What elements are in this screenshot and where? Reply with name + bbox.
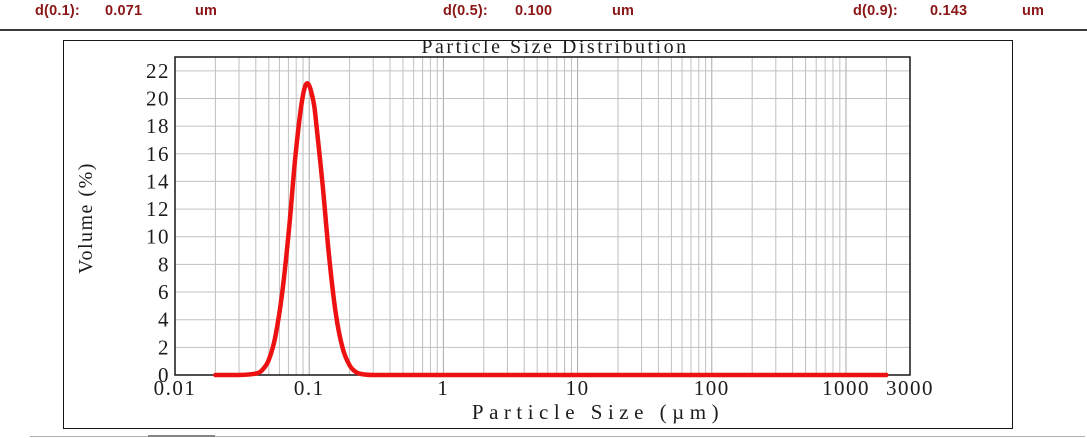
y-tick-label: 18	[146, 114, 170, 138]
d90-value: 0.143	[930, 3, 968, 19]
header-separator-line	[0, 29, 1087, 31]
y-axis-label: Volume (%)	[75, 162, 97, 274]
grid-layer	[174, 56, 911, 376]
y-tick-label: 14	[146, 169, 170, 193]
d50-label: d(0.5):	[443, 3, 488, 19]
cutoff-table-top-edge	[30, 436, 1085, 437]
y-tick-label: 16	[146, 142, 170, 166]
d50-unit: um	[612, 3, 635, 19]
chart-title: Particle Size Distribution	[421, 41, 688, 58]
d50-value: 0.100	[515, 3, 553, 19]
plot-border	[174, 56, 911, 376]
d10-value: 0.071	[105, 3, 143, 19]
x-axis-label: Particle Size (µm)	[472, 400, 724, 424]
distribution-curve	[213, 81, 889, 378]
particle-size-chart: 0.01 0.1 1 10 100 1000 3000 0 2 4 6 8 10 12 14 16 18 20 22…	[75, 41, 934, 424]
tick-layer: 0.01 0.1 1 10 100 1000 3000 0 2 4 6 8 10 12 14 16 18 20 22	[146, 59, 934, 400]
x-tick-label: 0.01	[154, 376, 197, 400]
y-tick-label: 4	[158, 308, 170, 332]
y-tick-label: 10	[146, 225, 170, 249]
x-tick-label: 10	[566, 376, 590, 400]
x-tick-label: 1000	[822, 376, 870, 400]
curve-layer	[213, 81, 889, 378]
x-tick-label: 3000	[886, 376, 934, 400]
y-tick-label: 2	[158, 335, 170, 359]
cutoff-table-artifact	[148, 435, 215, 437]
y-tick-label: 12	[146, 197, 170, 221]
y-tick-label: 0	[158, 363, 170, 387]
y-tick-label: 20	[146, 86, 170, 110]
y-tick-label: 8	[158, 252, 170, 276]
y-tick-label: 6	[158, 280, 170, 304]
d10-label: d(0.1):	[35, 3, 80, 19]
d90-label: d(0.9):	[853, 3, 898, 19]
chart-frame: 0.01 0.1 1 10 100 1000 3000 0 2 4 6 8 10 12 14 16 18 20 22…	[63, 40, 1013, 429]
x-tick-label: 1	[437, 376, 449, 400]
x-tick-label: 0.1	[294, 376, 325, 400]
x-tick-label: 100	[694, 376, 730, 400]
y-tick-label: 22	[146, 59, 170, 83]
d90-unit: um	[1022, 3, 1045, 19]
d10-unit: um	[195, 3, 218, 19]
